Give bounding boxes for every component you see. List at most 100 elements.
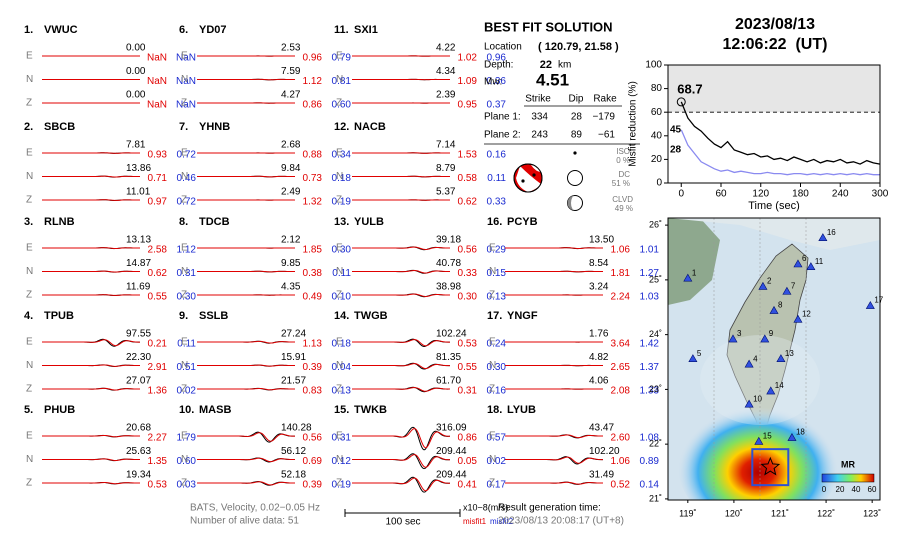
misfit1: 0.71: [148, 173, 168, 184]
station-number: 9.: [179, 310, 188, 322]
synthetic-waveform: [42, 294, 140, 296]
station-label: 7: [791, 281, 796, 290]
misfit1: 2.91: [148, 362, 168, 373]
station-marker: [744, 399, 754, 408]
misfit2: 0.16: [487, 150, 507, 161]
misfit1: 1.35: [148, 456, 168, 467]
station-label: 3: [737, 329, 742, 338]
synthetic-waveform: [197, 270, 295, 273]
component: N: [336, 171, 343, 182]
amplitude: 97.55: [126, 329, 151, 340]
colorbar-tick: 60: [868, 485, 877, 494]
amplitude: 4.27: [281, 90, 301, 101]
epicenter: [760, 456, 781, 476]
misfit1: 1.53: [458, 150, 478, 161]
iso-symbol: [573, 151, 577, 155]
misfit2: 0.37: [487, 100, 507, 111]
station-marker: [806, 262, 816, 271]
synthetic-waveform: [505, 270, 603, 273]
station-name: TDCB: [199, 216, 230, 228]
synthetic-waveform: [197, 340, 296, 344]
misfit1: 0.55: [458, 362, 478, 373]
misfit2: 0.19: [332, 480, 352, 491]
best-marker: [676, 97, 686, 107]
misfit1: 0.73: [303, 173, 323, 184]
amplitude: 102.24: [436, 329, 467, 340]
misfit2: 0.17: [487, 480, 507, 491]
misfit1: 0.49: [303, 292, 323, 303]
rake: −179: [592, 112, 615, 123]
plot-background: [668, 65, 880, 113]
synthetic-waveform: [352, 339, 451, 347]
component: E: [26, 148, 33, 159]
station-name: VWUC: [44, 24, 78, 36]
synthetic-waveform: [197, 388, 295, 391]
plane-label: Plane 2:: [484, 130, 521, 141]
misfit2: 0.31: [332, 433, 352, 444]
component: N: [26, 266, 33, 277]
misfit1: NaN: [147, 53, 167, 64]
station-marker: [793, 314, 803, 323]
amplitude: 52.18: [281, 470, 306, 481]
amplitude: 1.76: [589, 329, 609, 340]
component: Z: [181, 290, 187, 301]
synthetic-waveform: [505, 481, 603, 485]
station-label: 15: [763, 432, 772, 441]
dip: 89: [571, 130, 583, 141]
station-name: YNGF: [507, 310, 538, 322]
component: E: [336, 431, 343, 442]
synthetic-waveform: [42, 199, 140, 201]
misfit2: NaN: [176, 100, 196, 111]
station-marker: [754, 436, 764, 445]
component: E: [181, 431, 188, 442]
misfit1: 0.88: [303, 150, 323, 161]
component: N: [336, 74, 343, 85]
misfit1: 0.97: [148, 197, 168, 208]
misfit1: 0.41: [458, 480, 478, 491]
misfit2: 0.14: [640, 480, 660, 491]
station-number: 11.: [334, 24, 349, 36]
dc: 51 %: [612, 179, 630, 188]
synthetic-waveform: [197, 364, 295, 367]
x-tick-label: 60: [715, 189, 727, 200]
component: Z: [336, 478, 342, 489]
component: E: [489, 337, 496, 348]
lat-label: 24˚: [649, 329, 662, 339]
synthetic-waveform: [352, 293, 451, 297]
amplitude: 13.86: [126, 163, 151, 174]
synthetic-waveform: [42, 387, 141, 391]
synthetic-waveform: [352, 428, 451, 449]
misfit2: 0.18: [332, 173, 352, 184]
component: Z: [26, 195, 32, 206]
component: E: [26, 431, 33, 442]
amplitude: 27.07: [126, 376, 151, 387]
amplitude: 5.37: [436, 187, 456, 198]
component: Z: [336, 384, 342, 395]
station-marker: [728, 334, 738, 343]
iso-label: ISO: [616, 147, 630, 156]
station-label: 10: [753, 394, 762, 403]
station-label: 11: [815, 257, 824, 266]
rake: −61: [598, 130, 615, 141]
y-tick-label: 40: [651, 130, 663, 141]
station-number: 5.: [24, 404, 33, 416]
amplitude: 22.30: [126, 352, 151, 363]
station-label: 4: [753, 354, 758, 363]
misfit2: 1.12: [177, 245, 197, 256]
amplitude: 316.09: [436, 423, 467, 434]
misfit1: 0.56: [303, 433, 323, 444]
misfit1: 1.06: [611, 456, 631, 467]
amplitude: 15.91: [281, 352, 306, 363]
amplitude: 31.49: [589, 470, 614, 481]
grid-box: [751, 448, 790, 487]
component: N: [181, 74, 188, 85]
synthetic-waveform: [42, 270, 140, 273]
misfit2: 0.60: [177, 456, 197, 467]
component: Z: [181, 195, 187, 206]
synthetic-waveform: [197, 175, 295, 178]
synthetic-waveform: [42, 435, 140, 438]
amplitude: 0.00: [126, 66, 146, 77]
plane-label: Plane 1:: [484, 112, 521, 123]
station-label: 17: [874, 296, 883, 305]
